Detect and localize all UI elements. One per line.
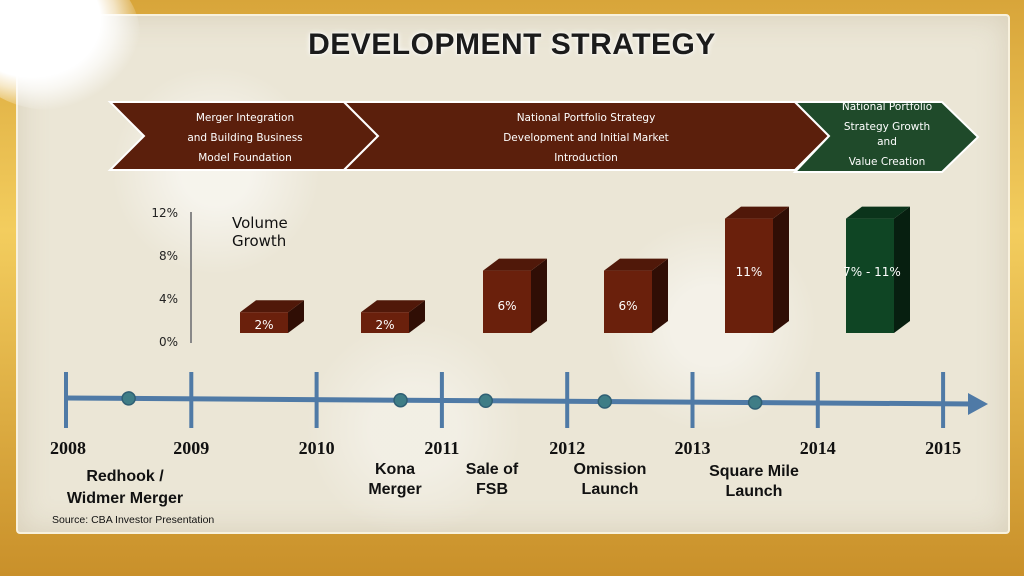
event-1-line-1: Redhook / xyxy=(86,468,164,485)
year-label-2014: 2014 xyxy=(799,438,836,458)
phase-arrow-3 xyxy=(792,101,980,173)
event-marker-3 xyxy=(478,393,494,409)
bar-top-2014 xyxy=(846,206,910,219)
phase-3-line-2: Strategy Growth xyxy=(843,121,931,133)
event-2-line-1: Kona xyxy=(375,461,415,478)
bar-top-2011 xyxy=(483,258,547,271)
year-label-2010: 2010 xyxy=(298,438,335,458)
bar-2014 xyxy=(846,206,910,333)
event-marker-1 xyxy=(121,391,136,406)
phase-1-line-2: and Building Business xyxy=(187,132,303,144)
phase-1-line-1: Merger Integration xyxy=(195,112,295,124)
bar-2011 xyxy=(483,258,547,333)
event-marker-2 xyxy=(393,392,408,408)
event-marker-4 xyxy=(597,394,613,409)
bar-front-2009 xyxy=(240,312,288,333)
bar-front-2012 xyxy=(604,270,652,333)
phase-2-line-1: National Portfolio Strategy xyxy=(516,112,656,124)
y-tick-8: 8% xyxy=(158,249,178,263)
source-note: Source: CBA Investor Presentation xyxy=(52,514,215,526)
phase-3-line-3: and xyxy=(877,136,897,148)
chart-title: Volume Growth xyxy=(232,214,288,250)
year-label-2008: 2008 xyxy=(50,438,86,458)
bar-label-2010: 2% xyxy=(375,318,395,333)
bar-side-2012 xyxy=(652,258,668,333)
event-5-line-1: Square Mile xyxy=(709,463,799,480)
bar-top-2012 xyxy=(604,258,668,271)
event-3-line-1: Sale of xyxy=(465,461,519,478)
phase-1-text: Merger Integration and Building Business… xyxy=(160,108,330,168)
bar-label-2014: 7% - 11% xyxy=(843,265,901,279)
event-label-4: Omission Launch xyxy=(545,460,675,500)
bar-2013 xyxy=(725,206,789,333)
bar-label-2013: 11% xyxy=(735,265,763,279)
event-label-1: Redhook / Widmer Merger xyxy=(60,466,190,510)
bar-label-2012: 6% xyxy=(618,298,638,313)
phase-2-line-2: Development and Initial Market xyxy=(503,132,669,144)
event-1-line-2: Widmer Merger xyxy=(66,490,184,507)
phase-2-text: National Portfolio Strategy Development … xyxy=(470,108,702,168)
bar-front-2013 xyxy=(725,218,773,333)
bar-label-2011: 6% xyxy=(497,298,517,313)
event-5-line-2: Launch xyxy=(725,483,783,500)
bar-side-2009 xyxy=(288,300,304,333)
year-label-2013: 2013 xyxy=(674,438,711,458)
bar-side-2011 xyxy=(531,258,547,333)
bar-top-2013 xyxy=(725,206,789,219)
event-4-line-1: Omission xyxy=(573,461,647,478)
bar-top-2009 xyxy=(240,300,304,313)
event-3-line-2: FSB xyxy=(476,481,508,498)
year-label-2015: 2015 xyxy=(925,438,962,458)
bar-2009 xyxy=(240,300,304,333)
bar-front-2010 xyxy=(361,312,409,333)
timeline-arrowhead xyxy=(968,393,988,415)
event-4-line-2: Launch xyxy=(581,481,639,498)
event-label-2: Kona Merger xyxy=(330,460,460,500)
bar-top-2010 xyxy=(361,300,425,313)
year-label-2012: 2012 xyxy=(549,438,586,458)
year-label-2009: 2009 xyxy=(173,438,210,458)
chart-bars-svg xyxy=(190,206,910,343)
event-label-5: Square Mile Launch xyxy=(689,462,819,502)
phase-3-text: National Portfolio Strategy Growth and V… xyxy=(826,100,948,170)
bar-side-2014 xyxy=(894,206,910,333)
bar-label-2009: 2% xyxy=(254,318,274,333)
bar-side-2013 xyxy=(773,206,789,333)
y-tick-0: 0% xyxy=(158,335,178,349)
bar-front-2011 xyxy=(483,270,531,333)
year-label-2011: 2011 xyxy=(424,438,460,458)
bar-2010 xyxy=(361,300,425,333)
y-tick-12: 12% xyxy=(151,206,178,220)
event-2-line-2: Merger xyxy=(368,481,422,498)
phase-1-line-3: Model Foundation xyxy=(198,152,292,164)
phase-2-line-3: Introduction xyxy=(554,152,618,164)
timeline-axis xyxy=(65,395,976,407)
event-label-3: Sale of FSB xyxy=(427,460,557,500)
bar-front-2014 xyxy=(846,218,894,333)
phase-3-line-1: National Portfolio xyxy=(841,101,933,113)
y-tick-4: 4% xyxy=(158,292,178,306)
bar-side-2010 xyxy=(409,300,425,333)
event-marker-5 xyxy=(747,395,763,410)
slide-title: DEVELOPMENT STRATEGY xyxy=(308,28,716,61)
bar-2012 xyxy=(604,258,668,333)
phase-3-line-4: Value Creation xyxy=(848,156,926,168)
